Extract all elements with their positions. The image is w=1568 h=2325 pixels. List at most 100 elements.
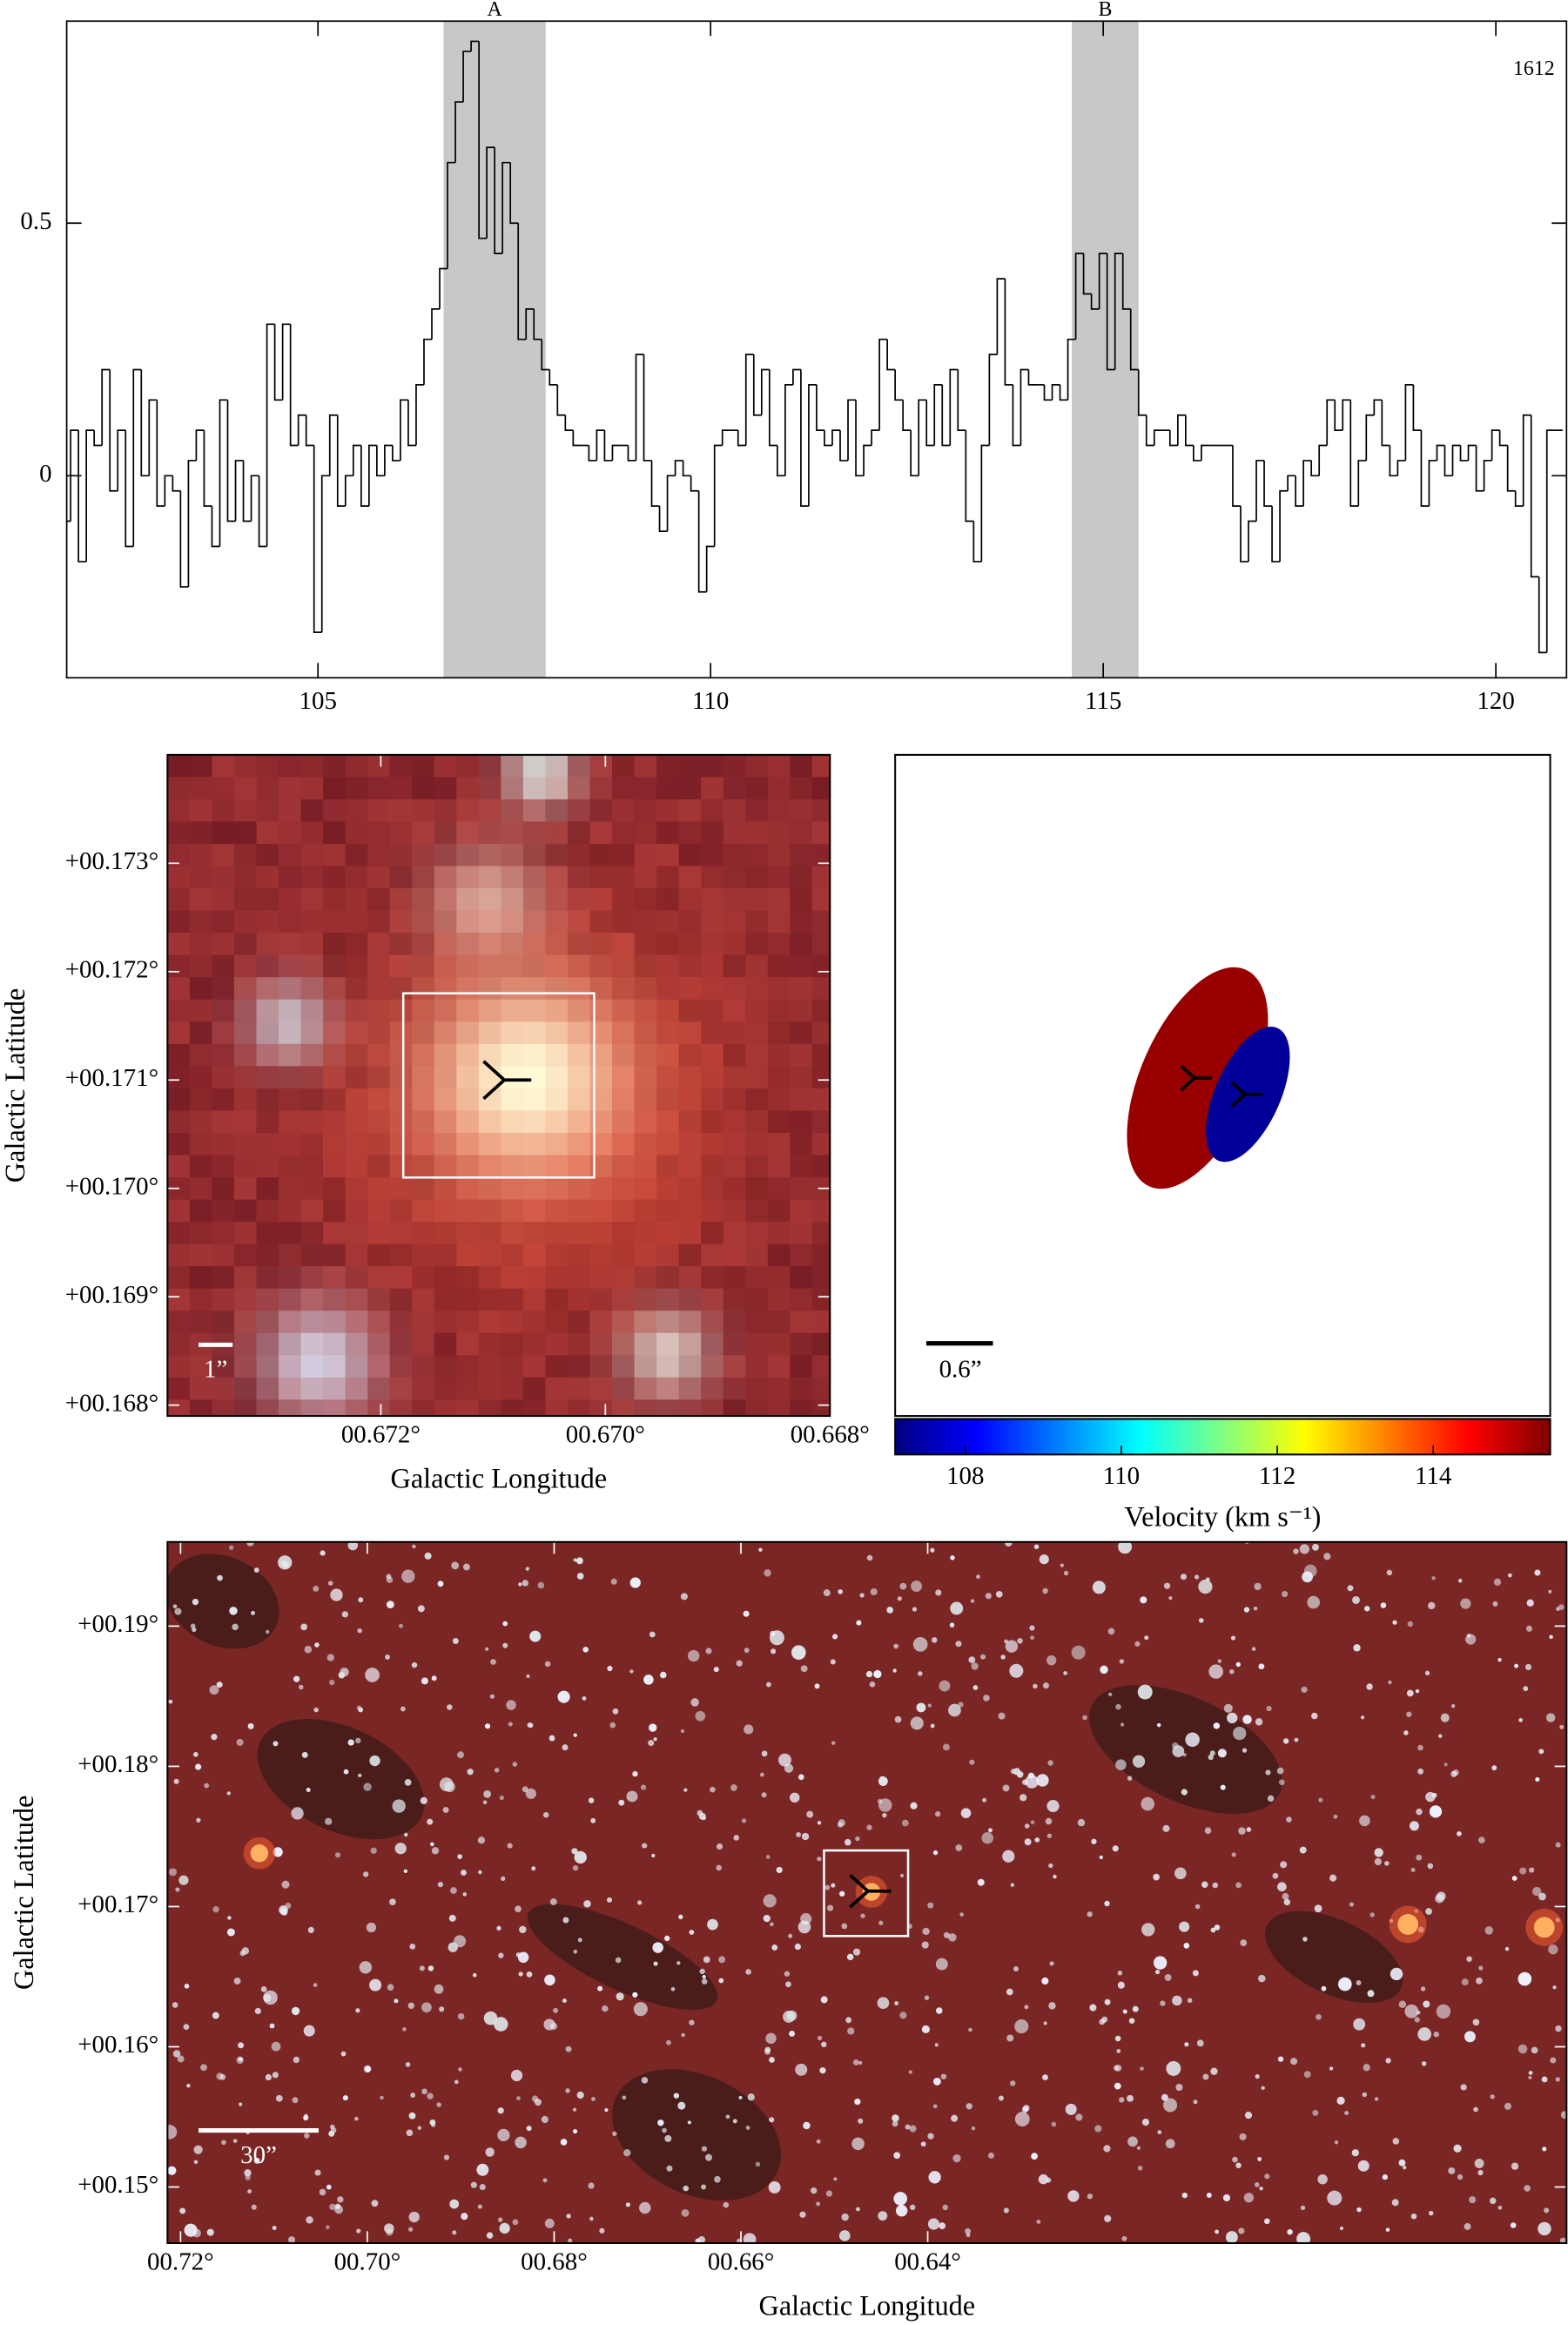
- colorbar-cell: [1338, 1419, 1343, 1455]
- spectrum-step: [1389, 445, 1398, 477]
- spectrum-step: [800, 369, 809, 507]
- spectrum-step: [1129, 308, 1139, 371]
- spectrum-step: [187, 460, 197, 587]
- image-pixel: [567, 910, 591, 933]
- star: [830, 1659, 836, 1665]
- image-pixel: [501, 1377, 524, 1401]
- star: [833, 2177, 838, 2181]
- image-pixel: [456, 1088, 480, 1112]
- star: [387, 1984, 394, 1991]
- star: [1398, 2159, 1406, 2167]
- star: [573, 1558, 577, 1562]
- image-pixel: [634, 1288, 657, 1312]
- image-pixel: [723, 1399, 747, 1417]
- star: [1185, 1732, 1200, 1748]
- image-pixel: [567, 1288, 591, 1312]
- image-pixel: [745, 910, 769, 933]
- spectrum-step: [1185, 414, 1194, 447]
- image-pixel: [345, 1155, 369, 1178]
- star: [930, 1723, 935, 1729]
- star: [167, 2166, 177, 2175]
- image-pixel: [323, 1132, 347, 1156]
- image-pixel: [300, 1266, 324, 1290]
- star: [518, 1582, 522, 1587]
- star: [1390, 1967, 1403, 1981]
- star: [1099, 2018, 1106, 2025]
- star: [454, 1935, 467, 1948]
- spectrum-step: [878, 338, 888, 431]
- colorbar-cell: [1067, 1419, 1072, 1455]
- star: [1179, 1921, 1190, 1932]
- star: [1386, 1569, 1393, 1576]
- image-pixel: [545, 1266, 569, 1290]
- colorbar-cell: [963, 1419, 967, 1455]
- star: [666, 2039, 671, 2045]
- star: [245, 2174, 251, 2180]
- image-pixel: [478, 844, 502, 867]
- x-tick-label: 00.670°: [566, 1421, 645, 1449]
- image-pixel: [345, 1110, 369, 1134]
- star: [1357, 2160, 1369, 2172]
- star: [1555, 2025, 1562, 2032]
- star: [526, 1674, 530, 1678]
- image-pixel: [745, 1021, 769, 1045]
- image-pixel: [412, 977, 435, 1001]
- image-pixel: [612, 821, 636, 845]
- star: [204, 1782, 210, 1789]
- star: [725, 2114, 730, 2119]
- star: [525, 1567, 530, 1571]
- image-pixel: [434, 1266, 458, 1290]
- image-pixel: [233, 1021, 258, 1045]
- star: [1217, 1659, 1222, 1663]
- image-pixel: [189, 1355, 213, 1378]
- star: [761, 1792, 767, 1798]
- image-pixel: [678, 977, 703, 1001]
- star: [502, 1642, 508, 1648]
- image-pixel: [723, 1177, 747, 1201]
- star: [1282, 1892, 1289, 1900]
- star: [496, 1925, 501, 1931]
- image-pixel: [323, 1377, 347, 1401]
- image-pixel: [389, 1266, 414, 1290]
- star: [1476, 1977, 1483, 1985]
- star: [988, 1828, 993, 1833]
- colorbar-cell: [1544, 1419, 1548, 1455]
- star: [1071, 1645, 1086, 1660]
- colorbar-cell: [1053, 1419, 1057, 1455]
- image-pixel: [701, 1043, 724, 1068]
- star: [1369, 1912, 1375, 1917]
- star: [1300, 2205, 1306, 2211]
- star: [629, 1669, 634, 1674]
- star: [1010, 1883, 1014, 1887]
- colorbar-cell: [1252, 1419, 1256, 1455]
- star: [412, 1544, 416, 1549]
- image-pixel: [345, 1355, 369, 1378]
- image-pixel: [567, 999, 591, 1023]
- colorbar-cell: [1317, 1419, 1322, 1455]
- image-pixel: [412, 1377, 435, 1401]
- image-pixel: [167, 754, 191, 778]
- star: [824, 1884, 831, 1890]
- image-pixel: [567, 844, 591, 867]
- star: [943, 1931, 950, 1938]
- star: [701, 2146, 708, 2152]
- star: [278, 1555, 293, 1570]
- image-pixel: [300, 1177, 324, 1201]
- spectrum-step: [1506, 445, 1516, 492]
- star: [501, 1876, 506, 1882]
- star: [897, 1596, 902, 1601]
- colorbar-tick-label: 114: [1415, 1462, 1452, 1490]
- image-pixel: [501, 1110, 524, 1134]
- image-pixel: [323, 777, 347, 800]
- colorbar-cell: [1517, 1419, 1522, 1455]
- image-pixel: [323, 1332, 347, 1357]
- image-pixel: [167, 1088, 191, 1112]
- image-pixel: [212, 1377, 235, 1401]
- image-pixel: [456, 1177, 480, 1201]
- image-pixel: [256, 1177, 279, 1201]
- star: [1051, 2121, 1057, 2127]
- image-pixel: [745, 1399, 769, 1417]
- star: [744, 1724, 754, 1735]
- star: [1243, 1607, 1250, 1613]
- colorbar-cell: [978, 1419, 983, 1455]
